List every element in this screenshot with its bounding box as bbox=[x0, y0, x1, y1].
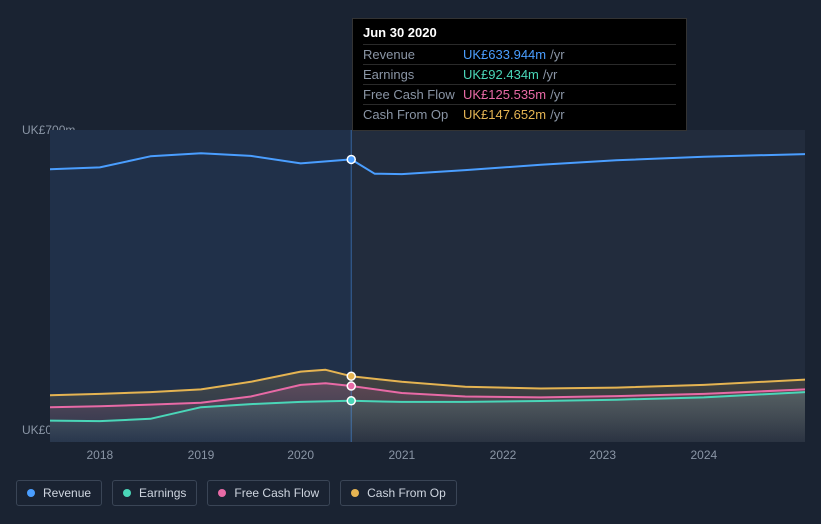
tooltip-row-unit: /yr bbox=[550, 87, 564, 102]
legend-swatch bbox=[218, 489, 226, 497]
legend-swatch bbox=[27, 489, 35, 497]
tooltip-row-label: Revenue bbox=[363, 47, 463, 62]
legend-swatch bbox=[351, 489, 359, 497]
legend-label: Free Cash Flow bbox=[234, 486, 319, 500]
legend-item-cashop[interactable]: Cash From Op bbox=[340, 480, 457, 506]
tooltip-row-value: UK£125.535m bbox=[463, 87, 546, 102]
tooltip-row: Cash From OpUK£147.652m/yr bbox=[363, 104, 676, 124]
hover-tooltip: Jun 30 2020 RevenueUK£633.944m/yrEarning… bbox=[352, 18, 687, 131]
tooltip-row: RevenueUK£633.944m/yr bbox=[363, 44, 676, 64]
x-axis-year: 2024 bbox=[690, 448, 717, 462]
marker-point-earnings bbox=[347, 397, 355, 405]
legend-swatch bbox=[123, 489, 131, 497]
legend-label: Cash From Op bbox=[367, 486, 446, 500]
tooltip-row: EarningsUK£92.434m/yr bbox=[363, 64, 676, 84]
tooltip-date: Jun 30 2020 bbox=[363, 25, 676, 40]
x-axis-year: 2022 bbox=[490, 448, 517, 462]
tooltip-row-unit: /yr bbox=[550, 107, 564, 122]
marker-point-revenue bbox=[347, 155, 355, 163]
x-axis-year: 2020 bbox=[287, 448, 314, 462]
marker-point-fcf bbox=[347, 382, 355, 390]
legend-item-fcf[interactable]: Free Cash Flow bbox=[207, 480, 330, 506]
legend: Revenue Earnings Free Cash Flow Cash From O… bbox=[16, 480, 457, 506]
marker-point-cashop bbox=[347, 372, 355, 380]
financial-forecast-chart: Jun 30 2020 RevenueUK£633.944m/yrEarning… bbox=[0, 0, 821, 524]
legend-item-earnings[interactable]: Earnings bbox=[112, 480, 197, 506]
tooltip-row-label: Cash From Op bbox=[363, 107, 463, 122]
tooltip-row-value: UK£147.652m bbox=[463, 107, 546, 122]
tooltip-row-unit: /yr bbox=[550, 47, 564, 62]
tooltip-row-label: Earnings bbox=[363, 67, 463, 82]
x-axis-labels: 2018 2019 2020 2021 2022 2023 2024 bbox=[50, 448, 805, 468]
legend-label: Earnings bbox=[139, 486, 186, 500]
legend-item-revenue[interactable]: Revenue bbox=[16, 480, 102, 506]
x-axis-year: 2021 bbox=[388, 448, 415, 462]
plot-area[interactable] bbox=[50, 130, 805, 442]
x-axis-year: 2023 bbox=[589, 448, 616, 462]
legend-label: Revenue bbox=[43, 486, 91, 500]
x-axis-year: 2019 bbox=[188, 448, 215, 462]
x-axis-year: 2018 bbox=[86, 448, 113, 462]
tooltip-row-value: UK£633.944m bbox=[463, 47, 546, 62]
tooltip-row-unit: /yr bbox=[543, 67, 557, 82]
tooltip-row: Free Cash FlowUK£125.535m/yr bbox=[363, 84, 676, 104]
tooltip-row-value: UK£92.434m bbox=[463, 67, 539, 82]
tooltip-row-label: Free Cash Flow bbox=[363, 87, 463, 102]
